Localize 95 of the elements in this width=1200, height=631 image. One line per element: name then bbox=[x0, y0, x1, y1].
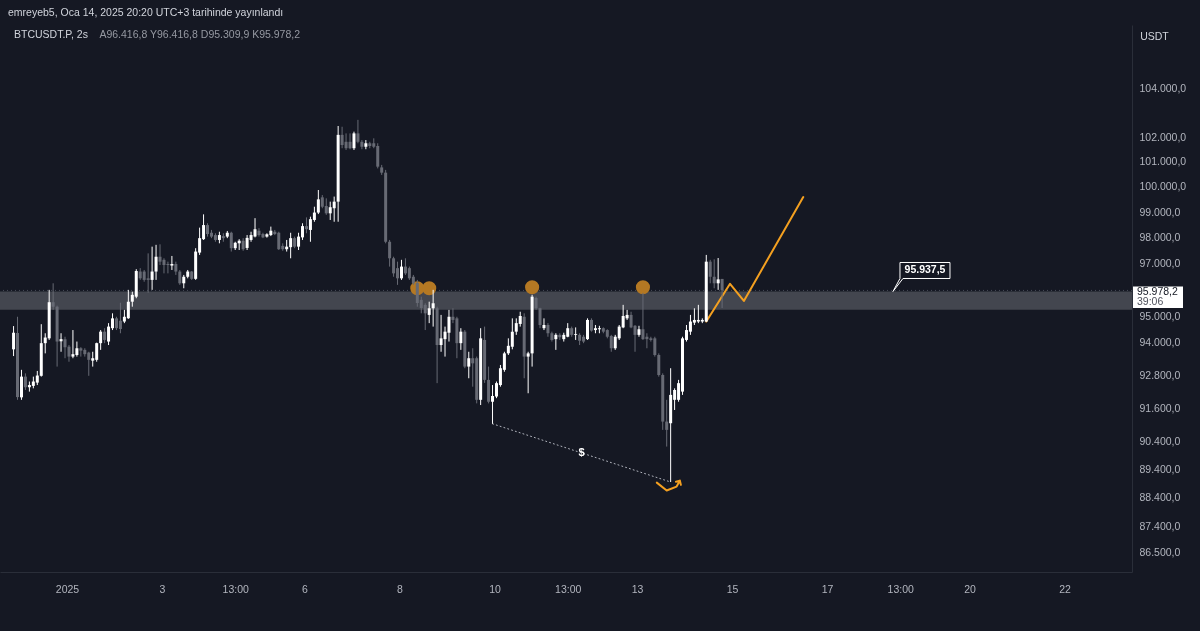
candlestick bbox=[344, 132, 348, 151]
candlestick bbox=[126, 289, 130, 320]
annotation: 95.937,5 bbox=[904, 263, 946, 276]
candlestick bbox=[688, 314, 692, 336]
candlestick bbox=[641, 292, 645, 341]
candlestick bbox=[107, 322, 111, 346]
x-tick-label: 20 bbox=[964, 582, 976, 595]
candlestick bbox=[146, 252, 150, 294]
x-tick-label: 3 bbox=[159, 582, 166, 595]
candlestick bbox=[170, 255, 174, 271]
series-label: $ bbox=[578, 445, 585, 458]
y-tick-label: 101.000,0 bbox=[1139, 155, 1187, 168]
text: emreyeb5, Oca 14, 2025 20:20 UTC+3 tarihinde yayınlandı bbox=[8, 6, 284, 18]
candlestick bbox=[229, 231, 233, 253]
line-series bbox=[705, 196, 805, 323]
candlestick bbox=[396, 261, 400, 286]
candlestick bbox=[554, 332, 558, 351]
candlestick bbox=[487, 366, 491, 404]
candlestick bbox=[542, 317, 546, 331]
candlestick bbox=[328, 201, 332, 221]
x-tick-label: 13 bbox=[631, 582, 644, 595]
candlestick bbox=[431, 289, 435, 328]
x-tick-label: 6 bbox=[302, 582, 309, 595]
candlestick bbox=[59, 332, 63, 353]
x-tick-label: 13:00 bbox=[887, 582, 915, 595]
candlestick bbox=[269, 226, 273, 237]
candlestick bbox=[574, 326, 578, 341]
candlestick bbox=[459, 327, 463, 351]
candlestick bbox=[399, 259, 403, 281]
y-tick-label: 92.800,0 bbox=[1139, 368, 1181, 381]
chart-title: BTCUSDT.P, 2s bbox=[14, 28, 88, 40]
candlestick bbox=[79, 346, 83, 358]
y-tick-label: 98.000,0 bbox=[1139, 231, 1181, 244]
candlestick bbox=[423, 302, 427, 331]
candlestick bbox=[467, 351, 471, 379]
candlestick bbox=[348, 132, 352, 150]
candlestick bbox=[415, 279, 419, 308]
y-tick-label: 86.500,0 bbox=[1139, 545, 1181, 558]
candlestick bbox=[653, 336, 657, 358]
x-tick-label: 2025 bbox=[55, 582, 80, 595]
y-tick-label: 94.000,0 bbox=[1139, 336, 1181, 349]
x-tick-label: 10 bbox=[489, 582, 501, 595]
x-tick-label: 13:00 bbox=[222, 582, 250, 595]
candlestick bbox=[720, 278, 724, 309]
candlestick bbox=[150, 246, 154, 291]
candlestick bbox=[376, 142, 380, 169]
x-tick-label: 8 bbox=[397, 582, 404, 595]
y-tick-label: 100.000,0 bbox=[1139, 180, 1187, 193]
y-tick-label: 88.400,0 bbox=[1139, 491, 1181, 504]
candlestick bbox=[265, 232, 269, 239]
y-tick-label: 91.600,0 bbox=[1139, 401, 1181, 414]
candlestick bbox=[657, 352, 661, 378]
candlestick bbox=[510, 317, 514, 350]
x-tick-label: 15 bbox=[726, 582, 739, 595]
ref-line-label: 95.978,2 39:06 bbox=[1137, 284, 1179, 307]
candlestick bbox=[19, 369, 23, 401]
candlestick bbox=[316, 189, 320, 215]
x-tick-label: 22 bbox=[1059, 582, 1072, 595]
candlestick bbox=[63, 336, 67, 359]
candlestick bbox=[154, 244, 158, 281]
y-tick-label: 97.000,0 bbox=[1139, 257, 1181, 270]
candlestick bbox=[99, 329, 103, 351]
candlestick bbox=[166, 261, 170, 274]
candlestick bbox=[696, 304, 700, 324]
y-tick-label: 104.000,0 bbox=[1139, 81, 1187, 94]
candlestick bbox=[71, 329, 75, 359]
line-series bbox=[655, 479, 682, 492]
y-tick-label: 95.000,0 bbox=[1139, 309, 1181, 322]
y-tick-label: 87.400,0 bbox=[1139, 519, 1181, 532]
candlestick bbox=[340, 126, 344, 149]
candlestick bbox=[277, 231, 281, 251]
candlestick bbox=[665, 399, 669, 448]
x-tick-label: 13:00 bbox=[555, 582, 582, 595]
y-tick-label: 90.400,0 bbox=[1139, 434, 1181, 447]
x-tick-label: 17 bbox=[821, 582, 834, 595]
chart-subtitle: A96.416,8 Y96.416,8 D95.309,9 K95.978,2 bbox=[99, 28, 301, 40]
candlestick bbox=[392, 256, 396, 278]
candlestick bbox=[388, 239, 392, 268]
candlestick bbox=[289, 232, 293, 259]
candlestick bbox=[491, 384, 495, 425]
y-tick-label: 89.400,0 bbox=[1139, 462, 1181, 475]
candlestick bbox=[716, 257, 720, 291]
candlestick bbox=[352, 131, 356, 151]
candlestick bbox=[712, 258, 716, 289]
y-tick-label: 99.000,0 bbox=[1139, 205, 1181, 218]
candlestick bbox=[364, 139, 368, 150]
candlestick bbox=[257, 227, 261, 238]
candlestick bbox=[12, 325, 16, 357]
candlestick bbox=[439, 314, 443, 353]
y-axis-title: USDT bbox=[1140, 29, 1170, 42]
candlestick bbox=[87, 351, 91, 377]
candlestick bbox=[356, 119, 360, 144]
candlestick bbox=[637, 325, 641, 338]
y-tick-label: 102.000,0 bbox=[1139, 130, 1187, 143]
candlestick bbox=[708, 259, 712, 284]
